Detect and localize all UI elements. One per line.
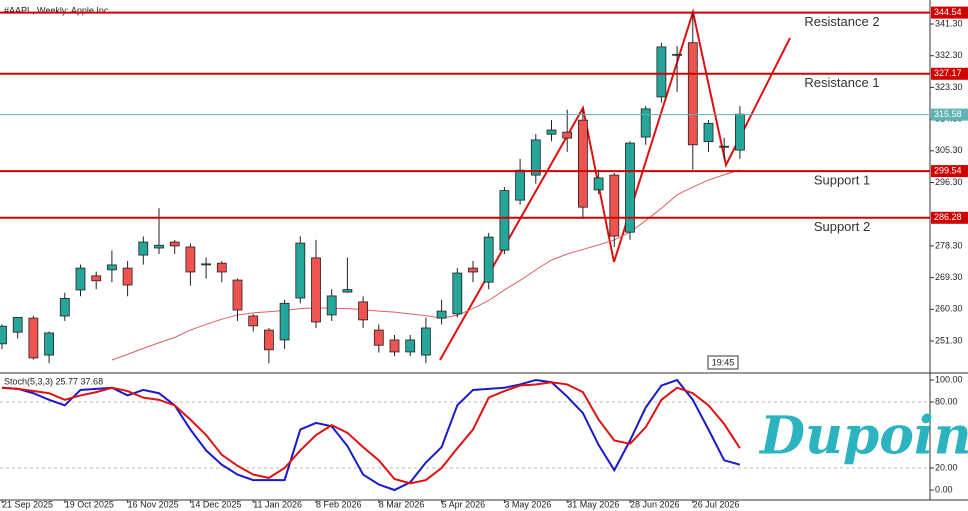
candle-body [468, 267, 478, 273]
candle-body [232, 279, 243, 311]
y-tick-label: 296.30 [935, 177, 963, 187]
x-tick-label: 8 Feb 2026 [316, 499, 362, 509]
candle-body [546, 129, 557, 135]
candle-body [530, 139, 541, 176]
candle-body [436, 310, 447, 319]
logo: Dupoin [758, 406, 968, 467]
candle-body [295, 242, 306, 299]
x-tick-label: 8 Mar 2026 [379, 499, 425, 509]
x-tick-label: 14 Dec 2025 [190, 499, 241, 509]
level-annotation: Support 2 [814, 219, 870, 234]
y-tick-label: 251.30 [935, 335, 963, 345]
level-annotation: Resistance 2 [804, 14, 879, 29]
y-tick-label: 278.30 [935, 240, 963, 250]
candle-body [248, 315, 259, 327]
x-tick-label: 26 Jul 2026 [693, 499, 740, 509]
y-tick-label: 332.30 [935, 50, 963, 60]
candle-body [593, 177, 604, 191]
candle-body [420, 327, 431, 356]
candle-body [499, 190, 510, 251]
ma-line [111, 169, 741, 361]
candle-body [358, 301, 369, 321]
candle-body [12, 317, 23, 333]
candle-body [735, 113, 745, 151]
candle-body [656, 46, 667, 98]
candle-body [640, 108, 651, 138]
candle-body [122, 267, 133, 286]
candle-body [373, 329, 384, 346]
candle-body [609, 174, 620, 237]
y-tick-label: 341.30 [935, 18, 963, 28]
candle-body [154, 244, 164, 249]
candle-body [44, 332, 54, 356]
x-tick-label: 19 Oct 2025 [65, 499, 114, 509]
x-tick-label: 3 May 2026 [504, 499, 551, 509]
candle-body [703, 122, 714, 143]
y-tick-label: 20.00 [935, 462, 958, 472]
chart-title: #AAPL, Weekly: Apple Inc [4, 5, 109, 15]
candle-body [216, 262, 227, 273]
candle-body [515, 169, 525, 201]
y-tick-label: 305.30 [935, 145, 963, 155]
level-label: 315.58 [934, 109, 962, 119]
candle-body [672, 53, 682, 56]
candle-body [263, 329, 274, 351]
x-tick-label: 21 Sep 2025 [2, 499, 53, 509]
level-label: 299.54 [934, 165, 962, 175]
time-marker-box [707, 355, 739, 370]
x-tick-label: 16 Nov 2025 [128, 499, 179, 509]
candle-body [389, 339, 400, 353]
candle-body [279, 302, 290, 341]
x-tick-label: 31 May 2026 [567, 499, 619, 509]
candle-body [138, 241, 149, 256]
stoch-line [1, 381, 741, 485]
candle-body [91, 275, 102, 282]
candle-body [452, 272, 463, 315]
x-tick-label: 5 Apr 2026 [442, 499, 486, 509]
candle-body [719, 145, 730, 148]
candle-body [562, 131, 573, 139]
candle-body [75, 267, 86, 291]
level-label-box [931, 67, 968, 80]
level-label-box [931, 165, 968, 178]
candle-body [578, 119, 588, 208]
candle-body [59, 297, 70, 317]
level-label-box [931, 211, 968, 224]
level-label-box [931, 108, 968, 121]
candle-body [185, 246, 196, 273]
y-tick-label: 269.30 [935, 272, 963, 282]
level-label-box [931, 6, 968, 19]
candle-body [326, 295, 337, 316]
candle-body [169, 241, 180, 247]
stoch-line [1, 378, 741, 492]
candle-body [687, 42, 698, 146]
indicator-title: Stoch(5,3,3) 25.77 37.68 [4, 376, 103, 386]
x-tick-label: 11 Jan 2026 [253, 499, 302, 509]
y-tick-label: 100.00 [935, 374, 963, 384]
x-tick-label: 28 Jun 2026 [630, 499, 680, 509]
candle-body [0, 325, 7, 345]
candle-body [201, 263, 212, 266]
candle-body [405, 339, 416, 353]
time-marker: 19:45 [712, 357, 735, 367]
candle-body [625, 142, 635, 233]
candle-body [28, 317, 39, 359]
candle-body [483, 236, 494, 283]
level-label: 344.54 [934, 7, 962, 17]
y-tick-label: 260.30 [935, 304, 963, 314]
y-tick-label: 0.00 [935, 484, 953, 494]
candle-body [311, 257, 321, 323]
y-tick-label: 323.30 [935, 82, 963, 92]
level-annotation: Resistance 1 [804, 75, 879, 90]
candle-body [342, 289, 353, 293]
level-label: 286.28 [934, 212, 962, 222]
level-annotation: Support 1 [814, 173, 870, 188]
level-label: 327.17 [934, 68, 962, 78]
candle-body [107, 264, 117, 271]
y-tick-label: 80.00 [935, 396, 958, 406]
